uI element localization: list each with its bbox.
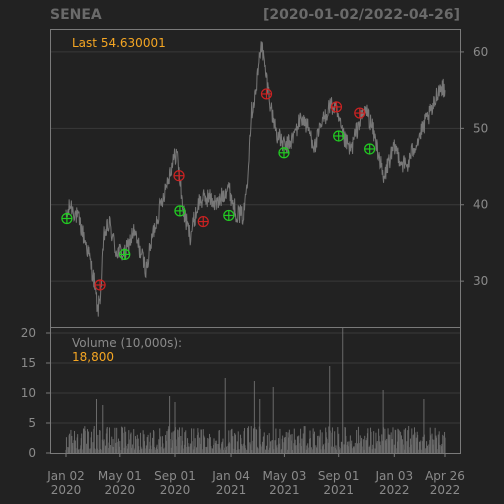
volume-tick-label: 15 — [21, 356, 36, 370]
x-tick-year: 2021 — [269, 483, 300, 497]
last-price-annotation: Last 54.630001 — [72, 36, 166, 50]
volume-panel-frame — [50, 327, 461, 454]
sell-signal-marker — [354, 107, 366, 119]
chart-symbol: SENEA — [50, 7, 102, 23]
price-tick-label: 60 — [473, 45, 488, 59]
volume-gridlines — [50, 332, 460, 424]
volume-tick-label: 0 — [28, 446, 36, 460]
volume-annotation-label: Volume (10,000s): — [72, 336, 182, 350]
price-tick-label: 50 — [473, 121, 488, 135]
x-tick-year: 2020 — [160, 483, 191, 497]
price-series-line — [65, 41, 446, 317]
buy-signal-marker — [223, 209, 235, 222]
x-tick-label: Jan 04 — [211, 469, 250, 483]
sell-signal-marker — [94, 279, 106, 291]
volume-y-axis-ticks: 0 5 10 15 20 — [21, 326, 50, 460]
x-tick-year: 2020 — [51, 483, 82, 497]
price-tick-label: 40 — [473, 198, 488, 212]
x-tick-year: 2021 — [216, 483, 247, 497]
signal-markers — [61, 88, 376, 291]
x-tick-year: 2022 — [379, 483, 410, 497]
last-price-value: 54.630001 — [101, 36, 166, 50]
price-gridlines — [50, 51, 460, 282]
x-tick-label: Apr 26 — [425, 469, 465, 483]
price-y-axis-ticks: 30 40 50 60 — [460, 45, 488, 288]
x-tick-year: 2022 — [430, 483, 461, 497]
sell-signal-marker — [330, 101, 343, 113]
buy-signal-marker — [333, 130, 345, 142]
x-tick-label: Sep 01 — [154, 469, 196, 483]
price-tick-label: 30 — [473, 274, 488, 288]
buy-signal-marker — [364, 143, 376, 155]
sell-signal-marker — [197, 215, 209, 228]
x-tick-label: Jan 02 — [46, 469, 85, 483]
x-tick-year: 2021 — [323, 483, 354, 497]
buy-signal-marker — [174, 205, 186, 217]
volume-tick-label: 10 — [21, 386, 36, 400]
volume-bars — [65, 327, 446, 453]
x-tick-label: May 03 — [262, 469, 306, 483]
last-price-label: Last — [72, 36, 97, 50]
x-tick-year: 2020 — [105, 483, 136, 497]
x-tick-label: Jan 03 — [375, 469, 414, 483]
sell-signal-marker — [173, 170, 185, 182]
chart-date-range: [2020-01-02/2022-04-26] — [263, 7, 460, 23]
x-tick-label: Sep 01 — [318, 469, 360, 483]
sell-signal-marker — [260, 88, 273, 100]
buy-signal-marker — [278, 147, 290, 159]
volume-tick-label: 5 — [28, 416, 36, 430]
buy-signal-marker — [61, 212, 73, 225]
volume-annotation-value: 18,800 — [72, 350, 114, 364]
x-tick-label: May 01 — [98, 469, 142, 483]
buy-signal-marker — [119, 248, 131, 261]
volume-tick-label: 20 — [21, 326, 36, 340]
